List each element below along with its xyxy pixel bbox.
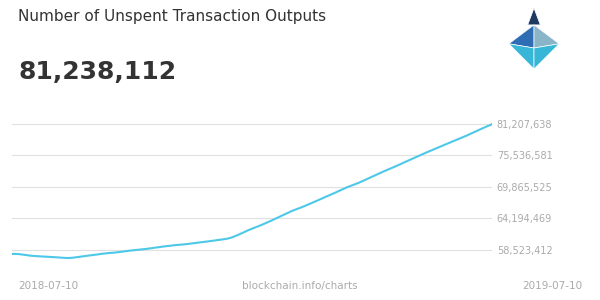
Polygon shape xyxy=(509,44,534,69)
Polygon shape xyxy=(534,44,559,69)
Text: 2019-07-10: 2019-07-10 xyxy=(522,281,582,291)
Text: 81,238,112: 81,238,112 xyxy=(18,60,176,84)
Text: 2018-07-10: 2018-07-10 xyxy=(18,281,78,291)
Polygon shape xyxy=(534,25,559,48)
Text: blockchain.info/charts: blockchain.info/charts xyxy=(242,281,358,291)
Text: Number of Unspent Transaction Outputs: Number of Unspent Transaction Outputs xyxy=(18,9,326,24)
Polygon shape xyxy=(528,8,540,25)
Polygon shape xyxy=(509,25,534,48)
